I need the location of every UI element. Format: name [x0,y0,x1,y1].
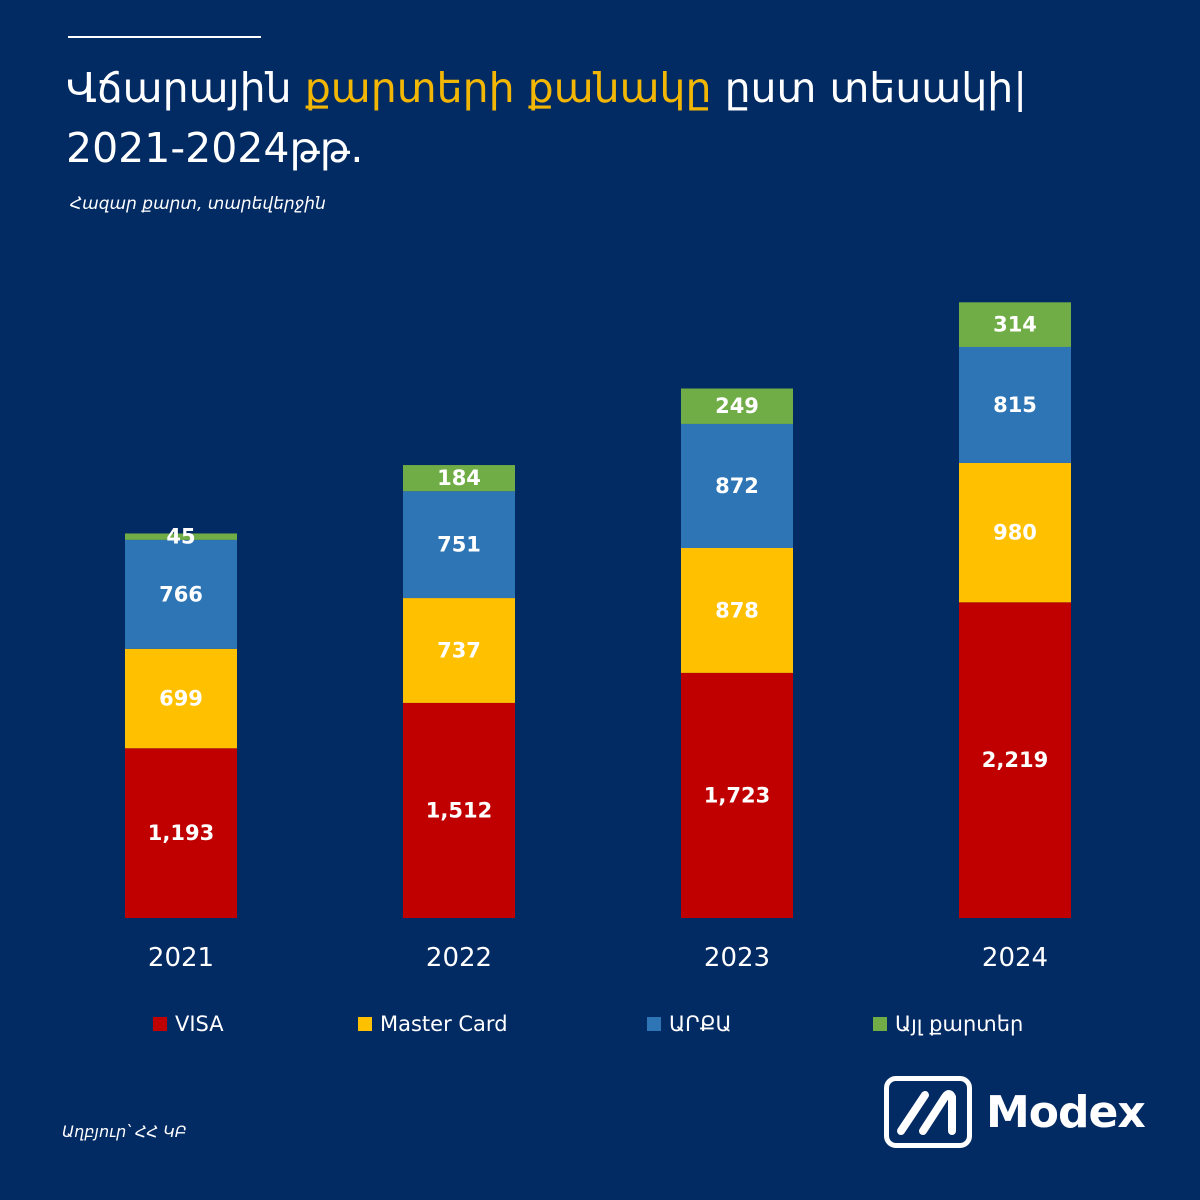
bar-arca-2024 [959,346,1071,463]
data-label-mastercard-2024: 980 [993,521,1037,545]
legend: VISA Master Card ԱՐՔԱ Այլ քարտեր [0,1012,1200,1046]
x-tick-label-2024: 2024 [982,943,1048,973]
legend-item-mastercard: Master Card [358,1012,508,1036]
title-part1: Վճարային [66,64,305,112]
bar-arca-2023 [681,423,793,548]
data-label-other-2023: 249 [715,394,759,418]
title-line2: 2021-2024թթ․ [66,124,364,172]
bar-other-2023 [681,388,793,424]
title-highlight: քարտերի քանակը [304,64,712,112]
bar-visa-2024 [959,602,1071,918]
x-tick-label-2023: 2023 [704,943,770,973]
bar-mastercard-2021 [125,648,237,749]
legend-item-visa: VISA [153,1012,224,1036]
legend-swatch-mastercard [358,1017,372,1031]
bar-other-2022 [403,465,515,492]
data-label-arca-2023: 872 [715,474,759,498]
legend-label-visa: VISA [175,1012,224,1036]
data-label-visa-2023: 1,723 [704,783,770,807]
legend-swatch-other [873,1017,887,1031]
modex-logo: Modex [884,1076,1146,1148]
chart-title: Վճարային քարտերի քանակը ըստ տեսակի| 2021-… [66,58,1146,178]
modex-logo-icon [884,1076,972,1148]
data-label-visa-2021: 1,193 [148,821,214,845]
data-label-other-2024: 314 [993,313,1037,337]
stacked-bar-chart: 1,193 699 766 45 2021 1,512 737 751 184 2022 1,723… [125,302,1071,973]
bar-arca-2022 [403,491,515,599]
data-label-arca-2022: 751 [437,533,481,557]
data-label-mastercard-2021: 699 [159,687,203,711]
legend-label-mastercard: Master Card [380,1012,508,1036]
data-label-mastercard-2023: 878 [715,598,759,622]
bar-arca-2021 [125,539,237,649]
bar-other-2021 [125,533,237,540]
bar-mastercard-2022 [403,598,515,703]
legend-label-arca: ԱՐՔԱ [669,1012,732,1036]
data-label-other-2021: 45 [166,525,195,549]
data-label-arca-2024: 815 [993,393,1037,417]
bar-visa-2022 [403,702,515,918]
legend-item-other: Այլ քարտեր [873,1012,1023,1036]
bar-mastercard-2023 [681,547,793,673]
top-rule [68,36,261,38]
chart-subtitle: Հազար քարտ, տարեվերջին [70,194,326,214]
bar-visa-2023 [681,672,793,918]
x-tick-label-2021: 2021 [148,943,214,973]
bar-other-2024 [959,302,1071,347]
data-label-visa-2024: 2,219 [982,748,1048,772]
bar-mastercard-2024 [959,462,1071,603]
legend-swatch-arca [647,1017,661,1031]
data-label-visa-2022: 1,512 [426,798,492,822]
bar-visa-2021 [125,748,237,918]
modex-logo-text: Modex [986,1086,1146,1138]
x-tick-label-2022: 2022 [426,943,492,973]
legend-label-other: Այլ քարտեր [895,1012,1024,1036]
data-label-arca-2021: 766 [159,582,203,606]
data-label-mastercard-2022: 737 [437,638,481,662]
source-note: Աղբյուր՝ ՀՀ ԿԲ [62,1122,187,1141]
title-part2: ըստ տեսակի| [711,64,1028,112]
legend-item-arca: ԱՐՔԱ [647,1012,732,1036]
legend-swatch-visa [153,1017,167,1031]
data-label-other-2022: 184 [437,466,481,490]
